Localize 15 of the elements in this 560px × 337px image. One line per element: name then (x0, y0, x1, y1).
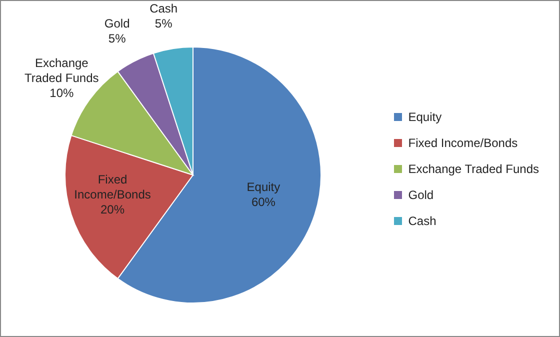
data-label: 5% (108, 31, 126, 46)
slice-label: Equity (246, 180, 280, 194)
slice-label: Fixed Income/Bonds (74, 172, 151, 202)
slice-label: Gold (104, 16, 130, 30)
slice-label: Exchange Traded Funds (24, 56, 99, 86)
data-label: 20% (100, 202, 125, 217)
legend-label: Fixed Income/Bonds (408, 136, 518, 150)
legend-label: Cash (408, 214, 436, 228)
data-label: 5% (154, 16, 173, 30)
slice-label: Cash (150, 1, 178, 16)
legend-label: Gold (408, 188, 434, 202)
legend-label: Equity (408, 110, 442, 124)
legend-label: Exchange Traded Funds (408, 162, 539, 176)
data-label: 60% (251, 195, 276, 210)
data-label: 10% (50, 86, 74, 100)
